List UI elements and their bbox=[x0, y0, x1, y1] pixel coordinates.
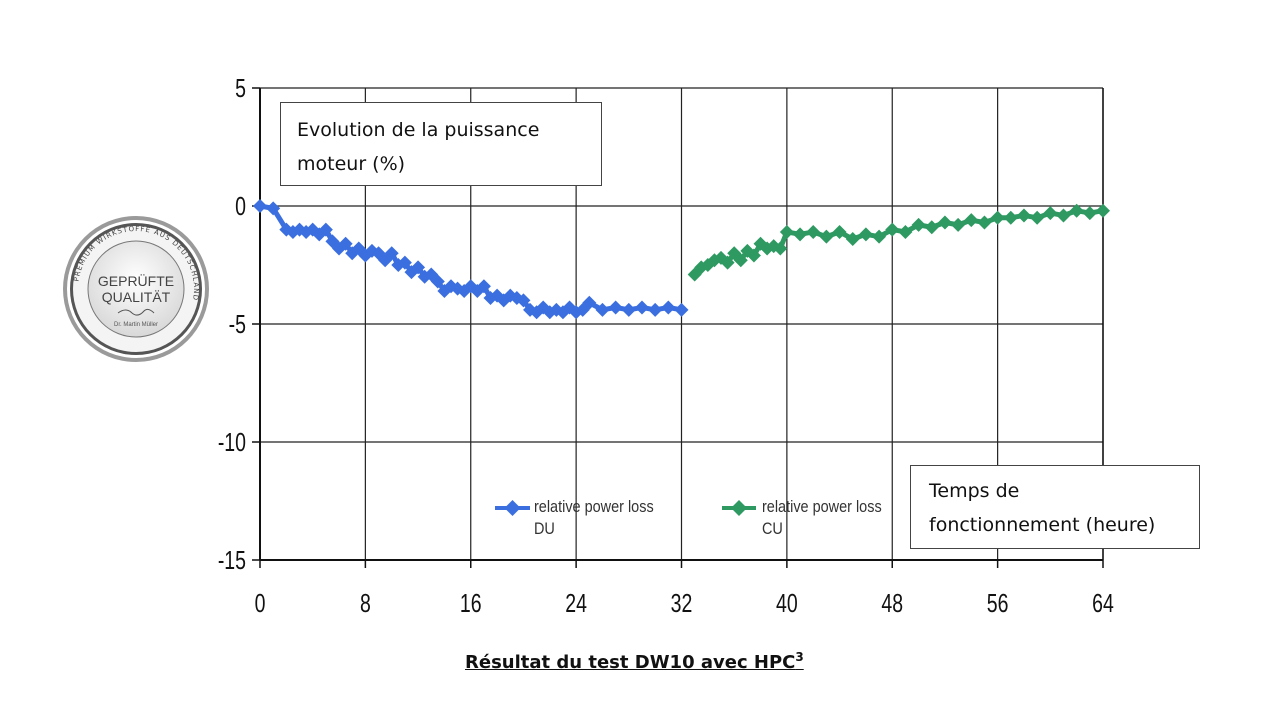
quality-seal-logo: PREMIUM WIRKSTOFFE AUS DEUTSCHLAND GEPRÜ… bbox=[63, 216, 209, 362]
series-cu-point bbox=[990, 210, 1005, 225]
x-tick-label: 32 bbox=[671, 588, 693, 617]
x-axis-label-box: Temps de fonctionnement (heure) bbox=[910, 465, 1200, 549]
series-cu-point bbox=[793, 227, 808, 242]
x-tick-label: 40 bbox=[776, 588, 798, 617]
series-cu-point bbox=[1096, 203, 1110, 218]
series-cu-point bbox=[779, 224, 794, 239]
series-cu-point bbox=[885, 222, 900, 237]
series-du-point bbox=[430, 274, 445, 289]
series-cu-point bbox=[845, 232, 860, 247]
series-du-point bbox=[397, 255, 412, 270]
legend-marks bbox=[495, 500, 756, 516]
series-cu-point bbox=[727, 246, 742, 261]
series-cu-point bbox=[806, 224, 821, 239]
y-axis-label-line1: Evolution de la puissance bbox=[297, 119, 540, 141]
series-du-point bbox=[516, 293, 531, 308]
legend-cu-label-line1: relative power loss bbox=[762, 497, 882, 516]
series-cu-point bbox=[1082, 206, 1097, 221]
series-du-point bbox=[253, 199, 267, 213]
seal-line1: GEPRÜFTE bbox=[98, 272, 174, 289]
series-cu-point bbox=[720, 255, 735, 270]
series-cu-point bbox=[773, 241, 788, 256]
series-cu-point bbox=[1016, 208, 1031, 223]
series-cu-point bbox=[964, 213, 979, 228]
series-du-point bbox=[634, 300, 649, 315]
series-du-point bbox=[266, 201, 281, 216]
series-du-point bbox=[476, 279, 491, 294]
series-cu-point bbox=[819, 229, 834, 244]
caption-text: Résultat du test DW10 avec HPC bbox=[465, 652, 796, 673]
x-axis-label-line2: fonctionnement (heure) bbox=[929, 514, 1156, 536]
x-tick-label: 24 bbox=[565, 588, 587, 617]
y-axis-label-box: Evolution de la puissance moteur (%) bbox=[280, 102, 602, 186]
series-du-point bbox=[608, 300, 623, 315]
y-tick-label: 5 bbox=[235, 73, 246, 102]
x-axis-label-line1: Temps de bbox=[929, 480, 1020, 502]
legend-cu-label-line2: CU bbox=[762, 519, 783, 538]
series-cu-point bbox=[872, 229, 887, 244]
legend-marker-du bbox=[504, 500, 521, 516]
series-du-point bbox=[411, 260, 426, 275]
series-cu-point bbox=[1069, 203, 1084, 218]
series-cu-point bbox=[746, 248, 761, 263]
y-tick-label: -10 bbox=[218, 427, 246, 456]
legend-du-label-line1: relative power loss bbox=[534, 497, 654, 516]
series-du-point bbox=[661, 300, 676, 315]
series-du-point bbox=[338, 236, 353, 251]
legend-du-label-line2: DU bbox=[534, 519, 555, 538]
series-du-point bbox=[384, 246, 399, 261]
series-du-point bbox=[621, 302, 636, 317]
series-du-point bbox=[674, 302, 689, 317]
series-cu-point bbox=[1056, 208, 1071, 223]
x-tick-label: 56 bbox=[987, 588, 1009, 617]
legend-entry-cu: relative power loss CU bbox=[762, 496, 882, 540]
series-cu-point bbox=[1030, 210, 1045, 225]
series-cu-point bbox=[898, 224, 913, 239]
x-tick-label: 16 bbox=[460, 588, 482, 617]
seal-signature-scribble bbox=[117, 308, 155, 316]
caption-superscript: 3 bbox=[795, 650, 804, 664]
seal-signature: Dr. Martin Müller bbox=[114, 322, 158, 328]
x-tick-label: 8 bbox=[360, 588, 371, 617]
series-cu-point bbox=[924, 220, 939, 235]
data-series bbox=[253, 199, 1110, 320]
seal-line2: QUALITÄT bbox=[102, 289, 171, 305]
series-du-point bbox=[648, 302, 663, 317]
series-cu-point bbox=[977, 215, 992, 230]
series-cu-point bbox=[858, 227, 873, 242]
series-cu-point bbox=[937, 215, 952, 230]
series-du-point bbox=[595, 302, 610, 317]
series-cu-point bbox=[1043, 206, 1058, 221]
y-tick-label: -15 bbox=[218, 545, 246, 574]
legend-entry-du: relative power loss DU bbox=[534, 496, 654, 540]
y-axis-label-line2: moteur (%) bbox=[297, 153, 406, 175]
series-cu-point bbox=[951, 217, 966, 232]
x-tick-label: 48 bbox=[881, 588, 903, 617]
y-tick-label: -5 bbox=[229, 309, 246, 338]
series-cu-point bbox=[911, 217, 926, 232]
series-du-point bbox=[582, 295, 597, 310]
legend-marker-cu bbox=[731, 500, 747, 516]
tick-labels: 0 8 16 24 32 40 48 56 64 5 0 -5 -10 -15 bbox=[218, 73, 1114, 617]
y-tick-label: 0 bbox=[235, 191, 246, 220]
series-du-point bbox=[318, 222, 333, 237]
series-cu-point bbox=[832, 224, 847, 239]
series-cu-point bbox=[1003, 210, 1018, 225]
x-tick-label: 64 bbox=[1092, 588, 1114, 617]
series-du-point bbox=[371, 246, 386, 261]
chart-caption: Résultat du test DW10 avec HPC3 bbox=[465, 650, 804, 673]
series-cu-point bbox=[733, 253, 748, 268]
x-tick-label: 0 bbox=[255, 588, 266, 617]
